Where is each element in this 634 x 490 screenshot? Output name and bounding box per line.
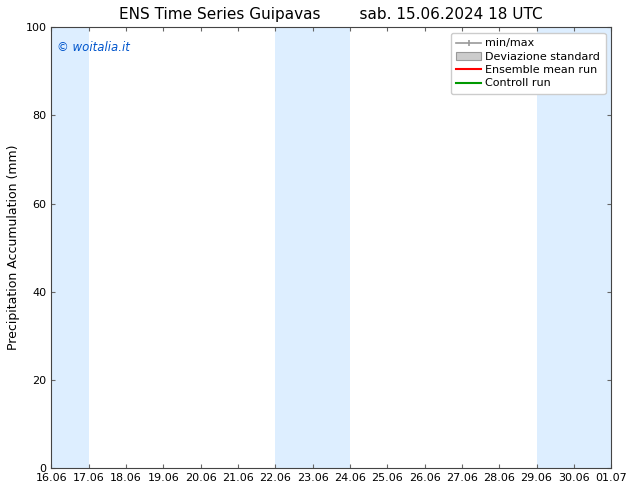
Bar [536,27,611,468]
Bar [51,27,89,468]
Y-axis label: Precipitation Accumulation (mm): Precipitation Accumulation (mm) [7,145,20,350]
Text: © woitalia.it: © woitalia.it [57,41,130,53]
Legend: min/max, Deviazione standard, Ensemble mean run, Controll run: min/max, Deviazione standard, Ensemble m… [451,33,605,94]
Title: ENS Time Series Guipavas        sab. 15.06.2024 18 UTC: ENS Time Series Guipavas sab. 15.06.2024… [119,7,543,22]
Bar [275,27,350,468]
